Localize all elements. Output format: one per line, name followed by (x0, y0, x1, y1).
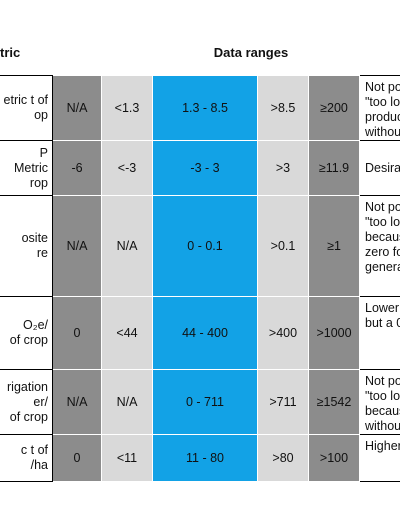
note-cell: Not pos"too lowbecausezero foogenerat (359, 195, 400, 297)
table-row: rigation er/of crop N/A N/A 0 - 711 >711 ≥1542… (0, 369, 400, 435)
range-cell-c3: 0 - 0.1 (152, 195, 258, 297)
metric-line: rop (29, 175, 48, 190)
note-line: Lower v (365, 301, 400, 315)
note-cell: Not pos"too lowproductwithout (359, 75, 400, 141)
note-line: without (365, 125, 400, 139)
note-line: without (365, 419, 400, 433)
range-cell-c2: <44 (101, 296, 153, 370)
range-cell-c2: N/A (101, 195, 153, 297)
range-cell-c1: N/A (52, 195, 102, 297)
note-line: because (365, 404, 400, 418)
metric-column-header: tric (0, 45, 21, 60)
note-line: generat (365, 260, 400, 274)
range-cell-c2: <11 (101, 434, 153, 482)
note-line: because (365, 230, 400, 244)
range-cell-c2: <1.3 (101, 75, 153, 141)
metric-line: rigation (7, 379, 48, 394)
range-cell-c4: >8.5 (257, 75, 309, 141)
range-cell-c2: N/A (101, 369, 153, 435)
range-cell-c1: 0 (52, 434, 102, 482)
range-cell-c3: 1.3 - 8.5 (152, 75, 258, 141)
range-cell-c5: ≥1 (308, 195, 360, 297)
note-cell: Not pos"too lowbecausewithout (359, 369, 400, 435)
metric-line: c t of (20, 443, 48, 457)
range-cell-c3: 0 - 711 (152, 369, 258, 435)
metric-cell: P Metric rop (0, 140, 53, 196)
note-line: but a 0 (365, 316, 400, 330)
range-cell-c1: N/A (52, 75, 102, 141)
metric-cell: etric t of op (0, 75, 53, 141)
metric-line: er/ (33, 394, 48, 409)
metric-line: O₂e/ (23, 318, 48, 332)
range-cell-c5: ≥1542 (308, 369, 360, 435)
metric-cell: O₂e/of crop (0, 296, 53, 370)
range-cell-c5: ≥11.9 (308, 140, 360, 196)
note-cell: Desirab (359, 140, 400, 196)
note-line: Higher v (365, 439, 400, 453)
note-line: Not pos (365, 200, 400, 214)
metric-line: of crop (9, 409, 48, 424)
note-line: "too low (365, 215, 400, 229)
data-ranges-table: etric t of op N/A <1.3 1.3 - 8.5 >8.5 ≥200 Not … (0, 75, 400, 482)
range-cell-c5: ≥200 (308, 75, 360, 141)
data-ranges-header: Data ranges (213, 45, 289, 60)
range-cell-c3: -3 - 3 (152, 140, 258, 196)
range-cell-c5: >100 (308, 434, 360, 482)
range-cell-c2: <-3 (101, 140, 153, 196)
range-cell-c4: >80 (257, 434, 309, 482)
range-cell-c5: >1000 (308, 296, 360, 370)
note-line: Not pos (365, 80, 400, 94)
note-cell: Higher v (359, 434, 400, 482)
metric-line: osite (21, 231, 48, 245)
note-line: product (365, 110, 400, 124)
metric-line: /ha (30, 458, 48, 472)
note-line: zero foo (365, 245, 400, 259)
range-cell-c3: 11 - 80 (152, 434, 258, 482)
range-cell-c3: 44 - 400 (152, 296, 258, 370)
range-cell-c1: 0 (52, 296, 102, 370)
metric-line: Metric (13, 160, 48, 175)
note-cell: Lower vbut a 0 (359, 296, 400, 370)
metric-line: of crop (9, 333, 48, 347)
range-cell-c1: -6 (52, 140, 102, 196)
range-cell-c4: >3 (257, 140, 309, 196)
metric-line: re (36, 246, 48, 260)
range-cell-c4: >711 (257, 369, 309, 435)
note-line: "too low (365, 95, 400, 109)
metric-cell: osite re (0, 195, 53, 297)
range-cell-c4: >400 (257, 296, 309, 370)
note-line: Not pos (365, 374, 400, 388)
note-line: "too low (365, 389, 400, 403)
table-row: etric t of op N/A <1.3 1.3 - 8.5 >8.5 ≥200 Not … (0, 75, 400, 141)
range-cell-c1: N/A (52, 369, 102, 435)
metric-line: op (34, 108, 48, 122)
note-line: Desirab (365, 160, 400, 175)
metric-line: etric t of (3, 93, 48, 107)
range-cell-c4: >0.1 (257, 195, 309, 297)
table-header: tric Data ranges (0, 0, 400, 75)
metric-cell: c t of/ha (0, 434, 53, 482)
metric-line: P (39, 145, 48, 160)
metric-cell: rigation er/of crop (0, 369, 53, 435)
